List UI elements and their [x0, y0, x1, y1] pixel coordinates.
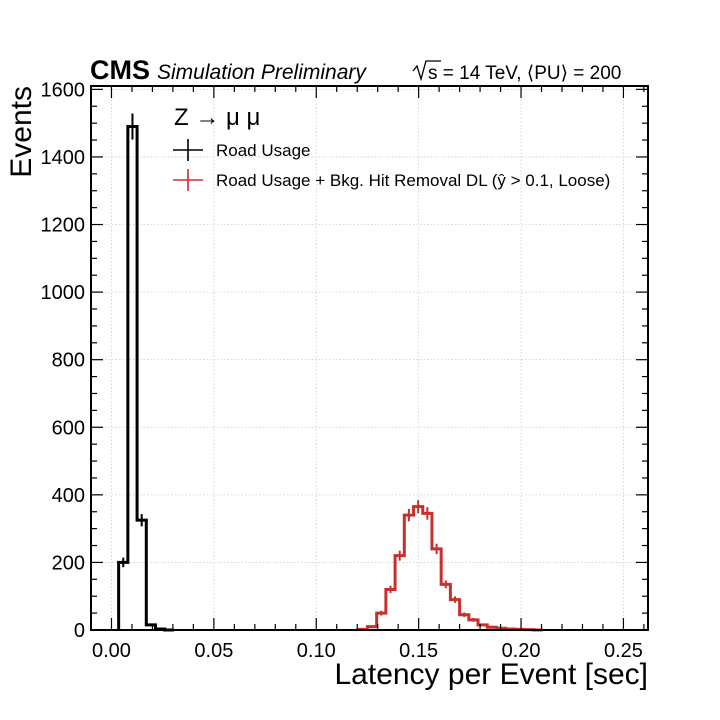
cms-label: CMS [90, 55, 150, 85]
status-label: Simulation Preliminary [157, 61, 367, 84]
x-tick-labels: 0.00 0.05 0.10 0.15 0.20 0.25 [92, 640, 643, 662]
energy-text: s = 14 TeV, ⟨PU⟩ = 200 [428, 63, 621, 84]
y-tick-label: 1200 [41, 215, 86, 237]
x-axis-title: Latency per Event [sec] [334, 658, 648, 691]
y-tick-label: 1400 [41, 147, 86, 169]
axis-ticks [90, 86, 648, 631]
grid-lines [91, 86, 648, 631]
y-tick-labels: 0 200 400 600 800 1000 1200 1400 1600 [41, 79, 86, 642]
x-tick-label: 0.20 [502, 640, 541, 662]
legend-label-road-usage: Road Usage [216, 141, 311, 160]
x-tick-label: 0.05 [194, 640, 233, 662]
y-tick-label: 1600 [41, 79, 86, 101]
histogram-series [117, 113, 543, 632]
energy-label: s = 14 TeV, ⟨PU⟩ = 200 [412, 60, 621, 84]
x-tick-label: 0.00 [92, 640, 131, 662]
legend-label-road-usage-dl: Road Usage + Bkg. Hit Removal DL (ŷ > 0.… [216, 171, 610, 190]
series-0 [117, 113, 174, 632]
x-tick-label: 0.25 [604, 640, 643, 662]
y-tick-label: 400 [52, 485, 85, 507]
sqrt-symbol-icon [412, 60, 441, 82]
legend-entry-road-usage: Road Usage [173, 139, 311, 161]
histogram-step-line [117, 125, 174, 632]
y-axis-title: Events [5, 86, 38, 178]
y-tick-label: 200 [52, 552, 85, 574]
y-tick-label: 600 [52, 417, 85, 439]
plot-frame [90, 85, 649, 631]
y-tick-label: 800 [52, 350, 85, 372]
x-tick-label: 0.10 [297, 640, 336, 662]
series-1 [356, 500, 543, 632]
y-tick-label: 1000 [41, 282, 86, 304]
y-tick-label: 0 [74, 620, 85, 642]
x-tick-label: 0.15 [399, 640, 438, 662]
legend: Z → μ μ Road Usage Road Usage + Bkg. Hit… [173, 104, 610, 191]
legend-title: Z → μ μ [174, 104, 260, 131]
legend-entry-road-usage-dl: Road Usage + Bkg. Hit Removal DL (ŷ > 0.… [173, 169, 610, 191]
histogram-step-line [356, 505, 543, 632]
